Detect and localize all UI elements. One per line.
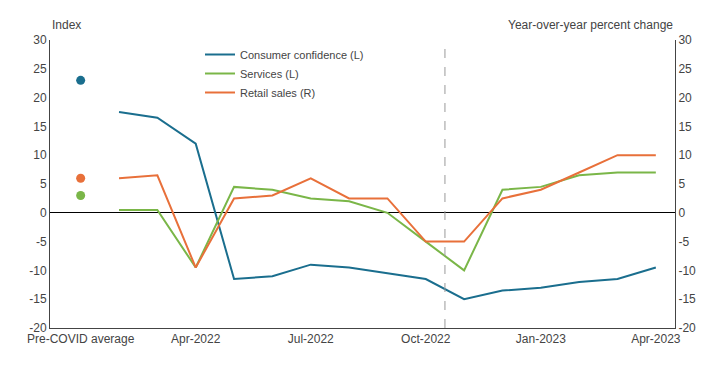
svg-text:0: 0 xyxy=(40,206,47,220)
svg-text:Apr-2023: Apr-2023 xyxy=(631,332,681,346)
svg-text:Jul-2022: Jul-2022 xyxy=(288,332,334,346)
svg-text:10: 10 xyxy=(33,148,47,162)
svg-text:-5: -5 xyxy=(36,235,47,249)
svg-text:Services (L): Services (L) xyxy=(240,68,299,80)
svg-text:-10: -10 xyxy=(678,264,696,278)
svg-text:5: 5 xyxy=(40,177,47,191)
svg-text:-15: -15 xyxy=(678,292,696,306)
svg-text:15: 15 xyxy=(678,120,692,134)
svg-text:10: 10 xyxy=(678,148,692,162)
svg-text:30: 30 xyxy=(678,33,692,47)
svg-text:-20: -20 xyxy=(29,321,47,335)
svg-text:20: 20 xyxy=(678,91,692,105)
svg-text:20: 20 xyxy=(33,91,47,105)
svg-text:-5: -5 xyxy=(678,235,689,249)
svg-text:Oct-2022: Oct-2022 xyxy=(401,332,451,346)
svg-text:Pre-COVID average: Pre-COVID average xyxy=(27,332,135,346)
svg-text:-10: -10 xyxy=(29,264,47,278)
svg-text:15: 15 xyxy=(33,120,47,134)
svg-text:5: 5 xyxy=(678,177,685,191)
svg-text:30: 30 xyxy=(33,33,47,47)
svg-text:Index: Index xyxy=(52,18,81,32)
svg-text:Year-over-year percent change: Year-over-year percent change xyxy=(508,18,673,32)
svg-text:25: 25 xyxy=(678,62,692,76)
svg-text:0: 0 xyxy=(678,206,685,220)
svg-text:25: 25 xyxy=(33,62,47,76)
svg-text:Consumer confidence (L): Consumer confidence (L) xyxy=(240,49,364,61)
svg-text:Apr-2022: Apr-2022 xyxy=(171,332,221,346)
svg-text:-15: -15 xyxy=(29,292,47,306)
svg-text:Retail sales (R): Retail sales (R) xyxy=(240,87,315,99)
svg-text:Jan-2023: Jan-2023 xyxy=(516,332,566,346)
svg-text:-20: -20 xyxy=(678,321,696,335)
